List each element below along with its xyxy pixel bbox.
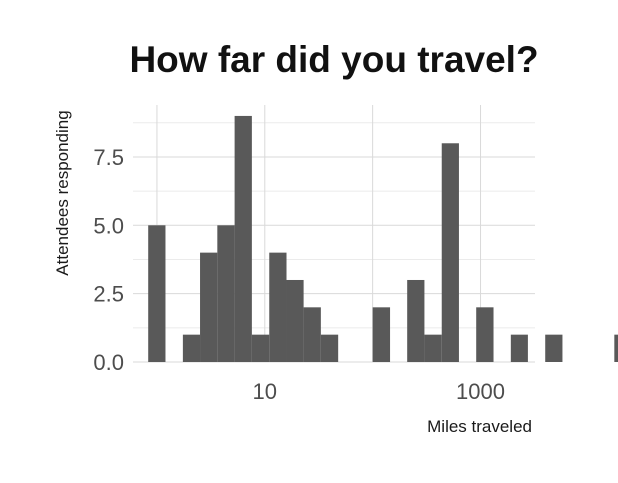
histogram-bar (269, 252, 287, 362)
histogram-bar (200, 252, 218, 362)
y-tick-labels: 0.0 2.5 5.0 7.5 (93, 145, 124, 375)
chart-title: How far did you travel? (129, 39, 538, 80)
histogram-bar (234, 115, 252, 362)
histogram-bar (148, 225, 166, 362)
histogram-bar (182, 334, 201, 362)
y-axis-label: Attendees responding (53, 110, 72, 275)
histogram-bar (217, 225, 235, 362)
x-tick-labels: 10 1000 (253, 379, 505, 404)
histogram-bar (510, 334, 528, 362)
x-tick-label: 10 (253, 379, 277, 404)
histogram-bar (441, 143, 459, 362)
y-tick-label: 2.5 (93, 282, 124, 307)
histogram-bar (476, 307, 494, 362)
x-tick-label: 1000 (456, 379, 505, 404)
histogram-bar (251, 334, 270, 362)
histogram-bar (545, 334, 563, 362)
y-tick-label: 5.0 (93, 213, 124, 238)
grid (133, 105, 535, 363)
histogram-bar (320, 334, 339, 362)
bars (148, 115, 618, 362)
histogram-bar (424, 334, 442, 362)
y-tick-label: 7.5 (93, 145, 124, 170)
histogram-bar (614, 334, 618, 362)
histogram-bar (407, 279, 425, 362)
y-tick-label: 0.0 (93, 350, 124, 375)
x-axis-label: Miles traveled (427, 417, 532, 436)
histogram-bar (286, 279, 304, 362)
histogram-bar (372, 307, 391, 362)
histogram-bar (303, 307, 321, 362)
